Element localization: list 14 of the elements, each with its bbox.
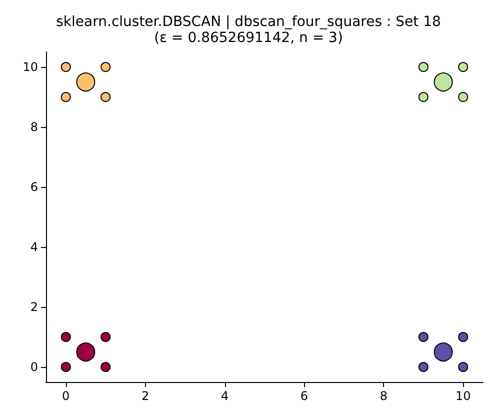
y-tick-label: 2 xyxy=(30,300,38,314)
chart-title: sklearn.cluster.DBSCAN | dbscan_four_squares : Set 18 xyxy=(56,14,441,30)
x-tick-label: 0 xyxy=(62,389,70,403)
y-tick-label: 6 xyxy=(30,180,38,194)
x-tick-label: 2 xyxy=(142,389,150,403)
y-tick-label: 0 xyxy=(30,360,38,374)
chart-subtitle: (ε = 0.8652691142, n = 3) xyxy=(154,30,343,46)
x-tick-label: 6 xyxy=(300,389,308,403)
x-tick-label: 4 xyxy=(220,389,229,403)
x-tick-label: 10 xyxy=(455,389,471,403)
y-tick-label: 4 xyxy=(30,240,38,254)
y-tick-label: 8 xyxy=(30,120,38,134)
x-tick-label: 8 xyxy=(380,389,388,403)
y-tick-label: 10 xyxy=(22,60,38,74)
